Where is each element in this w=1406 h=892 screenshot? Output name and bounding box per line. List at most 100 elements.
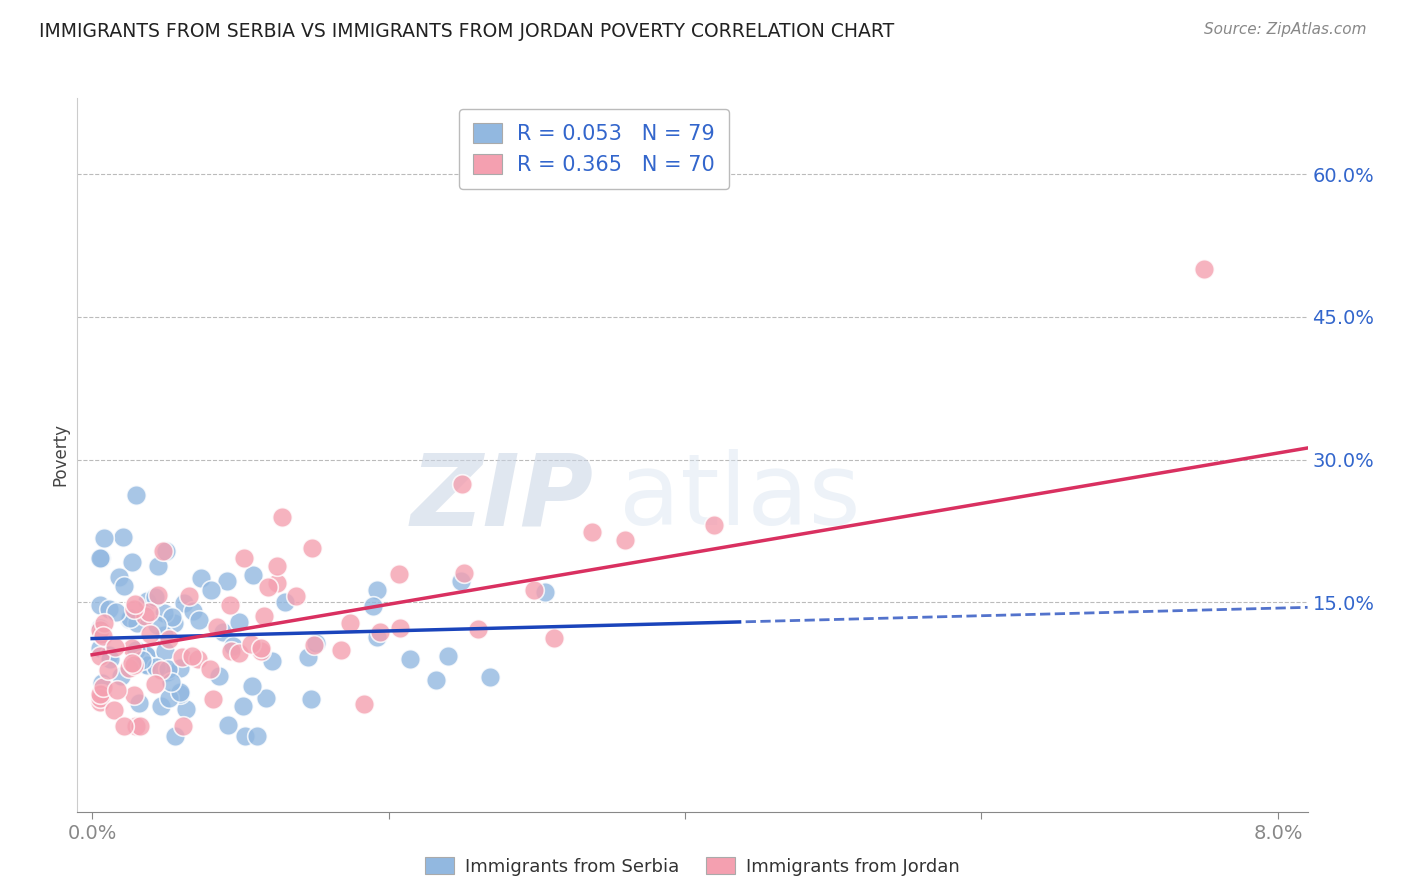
Point — [425, 673, 447, 687]
Point — [160, 675, 183, 690]
Point — [138, 605, 160, 619]
Point — [228, 646, 250, 660]
Point — [153, 643, 176, 657]
Point — [132, 657, 155, 672]
Point — [157, 691, 180, 706]
Point — [451, 477, 474, 491]
Point — [208, 669, 231, 683]
Point — [122, 689, 145, 703]
Point — [177, 589, 200, 603]
Point — [91, 687, 114, 701]
Point — [398, 652, 420, 666]
Point — [143, 591, 166, 605]
Point — [221, 644, 243, 658]
Point — [329, 643, 352, 657]
Point — [121, 556, 143, 570]
Point — [145, 659, 167, 673]
Point — [284, 589, 307, 603]
Point — [98, 601, 121, 615]
Point — [139, 627, 162, 641]
Point — [522, 583, 544, 598]
Point — [163, 729, 186, 743]
Point — [120, 610, 142, 624]
Point — [121, 656, 143, 670]
Point — [152, 606, 174, 620]
Point — [218, 598, 240, 612]
Point — [271, 510, 294, 524]
Point — [90, 551, 112, 566]
Point — [453, 566, 475, 581]
Point — [257, 580, 280, 594]
Point — [134, 609, 156, 624]
Point — [125, 615, 148, 630]
Point — [250, 640, 273, 655]
Point — [146, 588, 169, 602]
Point — [89, 691, 111, 706]
Point — [299, 691, 322, 706]
Point — [124, 597, 146, 611]
Point — [112, 579, 135, 593]
Point — [242, 679, 264, 693]
Point — [217, 718, 239, 732]
Point — [170, 649, 193, 664]
Point — [169, 661, 191, 675]
Point — [110, 669, 132, 683]
Text: IMMIGRANTS FROM SERBIA VS IMMIGRANTS FROM JORDAN POVERTY CORRELATION CHART: IMMIGRANTS FROM SERBIA VS IMMIGRANTS FRO… — [39, 22, 894, 41]
Point — [152, 544, 174, 558]
Point — [205, 620, 228, 634]
Point — [146, 558, 169, 573]
Point — [181, 648, 204, 663]
Point — [353, 697, 375, 711]
Point — [152, 628, 174, 642]
Point — [703, 518, 725, 533]
Point — [93, 616, 115, 631]
Point — [108, 570, 131, 584]
Point — [136, 593, 159, 607]
Point — [543, 632, 565, 646]
Point — [112, 531, 135, 545]
Point — [450, 574, 472, 588]
Point — [89, 640, 111, 655]
Point — [118, 612, 141, 626]
Point — [478, 670, 501, 684]
Point — [176, 702, 198, 716]
Point — [366, 631, 388, 645]
Point — [246, 729, 269, 743]
Point — [305, 636, 328, 650]
Point — [89, 623, 111, 637]
Point — [187, 652, 209, 666]
Point — [89, 621, 111, 635]
Point — [98, 652, 121, 666]
Point — [253, 608, 276, 623]
Legend: R = 0.053   N = 79, R = 0.365   N = 70: R = 0.053 N = 79, R = 0.365 N = 70 — [458, 109, 730, 189]
Point — [97, 648, 120, 662]
Point — [228, 615, 250, 630]
Point — [129, 719, 152, 733]
Point — [215, 574, 238, 588]
Point — [122, 602, 145, 616]
Point — [160, 609, 183, 624]
Point — [187, 613, 209, 627]
Point — [366, 582, 388, 597]
Point — [149, 698, 172, 713]
Point — [181, 604, 204, 618]
Point — [89, 695, 111, 709]
Point — [156, 665, 179, 679]
Point — [128, 697, 150, 711]
Point — [302, 638, 325, 652]
Point — [104, 640, 127, 654]
Point — [125, 719, 148, 733]
Point — [361, 599, 384, 614]
Point — [97, 663, 120, 677]
Point — [339, 615, 361, 630]
Point — [233, 729, 256, 743]
Point — [145, 676, 167, 690]
Point — [136, 657, 159, 672]
Point — [138, 649, 160, 664]
Point — [1192, 262, 1215, 277]
Text: ZIP: ZIP — [411, 450, 595, 546]
Point — [614, 533, 637, 548]
Point — [301, 541, 323, 555]
Point — [146, 618, 169, 632]
Point — [121, 640, 143, 655]
